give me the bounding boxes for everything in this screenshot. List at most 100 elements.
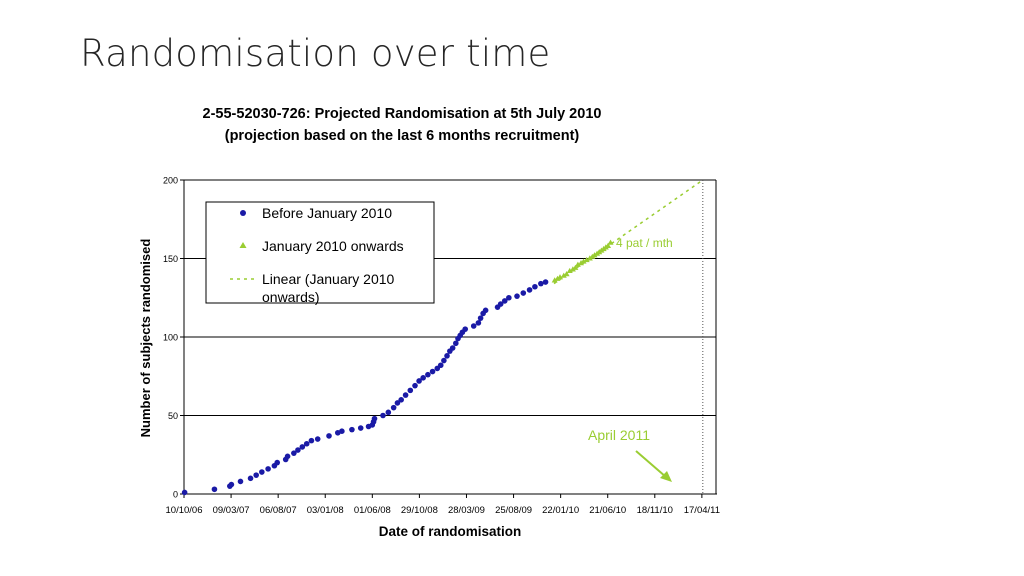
point-before-jan-2010 bbox=[475, 320, 482, 326]
point-before-jan-2010 bbox=[390, 404, 397, 411]
point-before-jan-2010 bbox=[228, 481, 235, 488]
x-tick-label: 22/01/10 bbox=[542, 505, 579, 516]
point-before-jan-2010 bbox=[441, 357, 447, 364]
point-before-jan-2010 bbox=[284, 453, 291, 460]
point-before-jan-2010 bbox=[514, 293, 520, 299]
y-tick-label: 150 bbox=[163, 254, 178, 264]
x-tick-label: 03/01/08 bbox=[307, 505, 344, 516]
x-tick-label: 01/06/08 bbox=[354, 505, 391, 516]
point-jan-2010-onwards bbox=[578, 260, 585, 266]
point-jan-2010-onwards bbox=[560, 272, 567, 278]
x-tick-label: 17/04/11 bbox=[684, 505, 720, 516]
point-before-jan-2010 bbox=[407, 387, 414, 394]
x-tick-label: 18/11/10 bbox=[637, 505, 673, 516]
x-tick-label: 25/08/09 bbox=[495, 505, 532, 516]
y-tick-label: 100 bbox=[163, 333, 178, 343]
point-before-jan-2010 bbox=[462, 326, 469, 332]
x-axis-label: Date of randomisation bbox=[379, 524, 522, 539]
legend: Before January 2010 January 2010 onwards… bbox=[205, 201, 435, 305]
point-before-jan-2010 bbox=[247, 475, 254, 482]
point-before-jan-2010 bbox=[357, 425, 364, 431]
legend-marker-before bbox=[240, 210, 246, 216]
point-before-jan-2010 bbox=[274, 459, 281, 466]
point-jan-2010-onwards bbox=[557, 274, 564, 280]
point-before-jan-2010 bbox=[385, 409, 392, 416]
x-tick-label: 06/08/07 bbox=[260, 505, 297, 516]
data-marks bbox=[181, 239, 614, 496]
y-axis-label: Number of subjects randomised bbox=[138, 239, 153, 438]
point-before-jan-2010 bbox=[520, 290, 527, 296]
point-before-jan-2010 bbox=[425, 371, 431, 378]
point-jan-2010-onwards bbox=[572, 264, 579, 270]
point-before-jan-2010 bbox=[542, 279, 549, 285]
point-jan-2010-onwards bbox=[566, 267, 573, 274]
point-before-jan-2010 bbox=[497, 301, 504, 307]
legend-box bbox=[205, 201, 435, 304]
point-before-jan-2010 bbox=[211, 486, 218, 493]
point-before-jan-2010 bbox=[506, 294, 512, 301]
point-jan-2010-onwards bbox=[563, 271, 570, 277]
point-jan-2010-onwards bbox=[554, 275, 561, 281]
legend-label-before: Before January 2010 bbox=[262, 205, 392, 221]
point-before-jan-2010 bbox=[303, 440, 310, 447]
chart-subtitle: (projection based on the last 6 months r… bbox=[225, 128, 580, 144]
slide-title: Randomisation over time bbox=[80, 32, 551, 75]
point-before-jan-2010 bbox=[470, 323, 477, 329]
point-before-jan-2010 bbox=[326, 433, 332, 439]
legend-label-after: January 2010 onwards bbox=[262, 238, 404, 254]
point-before-jan-2010 bbox=[482, 307, 489, 314]
point-jan-2010-onwards bbox=[591, 252, 598, 258]
point-before-jan-2010 bbox=[253, 472, 259, 478]
point-jan-2010-onwards bbox=[574, 261, 581, 267]
point-jan-2010-onwards bbox=[583, 256, 590, 263]
annotation-rate: 4 pat / mth bbox=[616, 236, 673, 250]
point-before-jan-2010 bbox=[265, 466, 271, 472]
point-before-jan-2010 bbox=[444, 353, 450, 359]
point-before-jan-2010 bbox=[291, 450, 297, 456]
point-jan-2010-onwards bbox=[605, 242, 612, 248]
point-before-jan-2010 bbox=[412, 382, 418, 389]
y-tick-label: 200 bbox=[163, 176, 178, 186]
legend-label-linear: Linear (January 2010 onwards) bbox=[262, 271, 398, 305]
point-before-jan-2010 bbox=[259, 469, 265, 475]
legend-marker-after bbox=[239, 242, 247, 248]
annotation-april-2011: April 2011 bbox=[588, 427, 650, 443]
x-tick-label: 29/10/08 bbox=[401, 505, 438, 516]
point-before-jan-2010 bbox=[339, 428, 345, 435]
point-before-jan-2010 bbox=[394, 400, 401, 406]
x-tick-label: 09/03/07 bbox=[213, 505, 250, 516]
point-jan-2010-onwards bbox=[586, 255, 593, 261]
y-tick-label: 50 bbox=[168, 411, 178, 421]
point-before-jan-2010 bbox=[420, 375, 426, 381]
point-before-jan-2010 bbox=[371, 415, 378, 422]
point-before-jan-2010 bbox=[237, 478, 244, 485]
annotation-arrow bbox=[635, 450, 672, 482]
point-before-jan-2010 bbox=[308, 437, 315, 444]
point-before-jan-2010 bbox=[449, 345, 456, 351]
point-before-jan-2010 bbox=[299, 444, 306, 450]
point-before-jan-2010 bbox=[538, 280, 544, 287]
point-before-jan-2010 bbox=[181, 489, 188, 496]
point-before-jan-2010 bbox=[532, 283, 538, 290]
chart-title: 2-55-52030-726: Projected Randomisation … bbox=[203, 106, 602, 122]
y-tick-label: 0 bbox=[173, 490, 178, 500]
point-before-jan-2010 bbox=[501, 298, 508, 304]
point-before-jan-2010 bbox=[349, 426, 355, 433]
point-jan-2010-onwards bbox=[580, 258, 587, 264]
x-tick-label: 28/03/09 bbox=[448, 505, 485, 516]
point-before-jan-2010 bbox=[429, 368, 436, 375]
point-before-jan-2010 bbox=[477, 315, 484, 321]
point-jan-2010-onwards bbox=[551, 277, 558, 283]
point-before-jan-2010 bbox=[398, 397, 404, 403]
point-jan-2010-onwards bbox=[607, 239, 614, 245]
point-before-jan-2010 bbox=[295, 447, 301, 453]
point-before-jan-2010 bbox=[437, 362, 444, 369]
point-before-jan-2010 bbox=[526, 287, 533, 293]
point-before-jan-2010 bbox=[314, 436, 321, 442]
x-tick-labels: 10/10/06 09/03/07 06/08/07 03/01/08 01/06/08… bbox=[166, 494, 720, 516]
point-before-jan-2010 bbox=[380, 412, 386, 419]
point-before-jan-2010 bbox=[453, 340, 459, 347]
x-tick-label: 10/10/06 bbox=[166, 505, 203, 516]
point-before-jan-2010 bbox=[416, 378, 422, 384]
